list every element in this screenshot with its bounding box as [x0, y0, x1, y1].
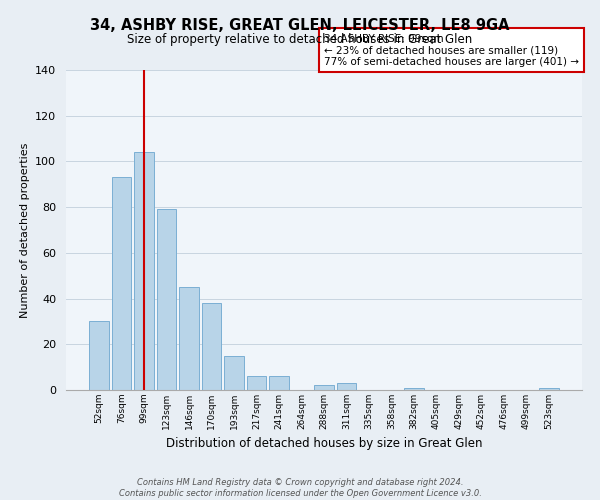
Bar [202, 303, 221, 390]
Bar [539, 388, 559, 390]
Text: Contains HM Land Registry data © Crown copyright and database right 2024.
Contai: Contains HM Land Registry data © Crown c… [119, 478, 481, 498]
Bar [404, 388, 424, 390]
Bar [112, 178, 131, 390]
Bar [157, 210, 176, 390]
Bar [337, 383, 356, 390]
Text: 34, ASHBY RISE, GREAT GLEN, LEICESTER, LE8 9GA: 34, ASHBY RISE, GREAT GLEN, LEICESTER, L… [90, 18, 510, 32]
Bar [179, 287, 199, 390]
Bar [134, 152, 154, 390]
Text: Size of property relative to detached houses in Great Glen: Size of property relative to detached ho… [127, 32, 473, 46]
Y-axis label: Number of detached properties: Number of detached properties [20, 142, 29, 318]
Bar [247, 376, 266, 390]
X-axis label: Distribution of detached houses by size in Great Glen: Distribution of detached houses by size … [166, 438, 482, 450]
Bar [224, 356, 244, 390]
Bar [269, 376, 289, 390]
Text: 34 ASHBY RISE: 99sqm
← 23% of detached houses are smaller (119)
77% of semi-deta: 34 ASHBY RISE: 99sqm ← 23% of detached h… [324, 34, 579, 67]
Bar [314, 386, 334, 390]
Bar [89, 322, 109, 390]
